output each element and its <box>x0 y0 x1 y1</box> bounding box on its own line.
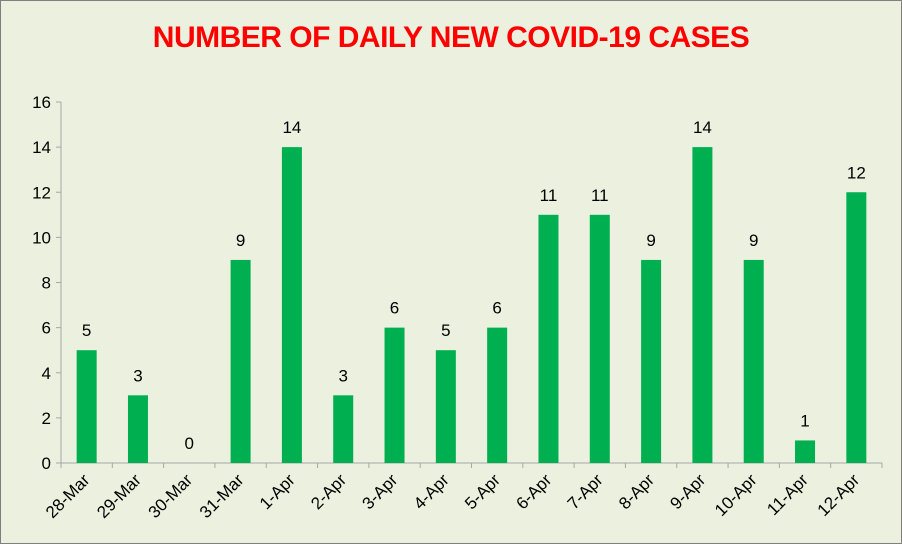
y-tick-label: 2 <box>42 409 51 428</box>
data-label: 6 <box>492 299 501 318</box>
data-label: 1 <box>800 411 809 430</box>
data-label: 6 <box>390 299 399 318</box>
data-label: 5 <box>82 321 91 340</box>
data-label: 11 <box>540 186 558 205</box>
x-tick-label: 10-Apr <box>711 470 761 520</box>
data-label: 12 <box>847 163 866 182</box>
data-label: 5 <box>441 321 450 340</box>
y-tick-label: 6 <box>42 319 51 338</box>
bar <box>76 350 97 463</box>
bar <box>743 259 764 463</box>
bar <box>230 259 251 463</box>
x-tick-label: 4-Apr <box>410 470 453 513</box>
data-label: 11 <box>591 186 609 205</box>
bar <box>435 350 456 463</box>
x-tick-label: 6-Apr <box>512 470 555 513</box>
bar <box>589 214 610 463</box>
x-tick-label: 11-Apr <box>763 470 812 519</box>
bar <box>384 327 405 463</box>
bar <box>281 147 302 463</box>
y-tick-label: 16 <box>32 93 51 112</box>
y-tick-label: 10 <box>32 228 51 247</box>
data-label: 9 <box>749 231 758 250</box>
x-tick-label: 1-Apr <box>256 470 299 513</box>
data-label: 14 <box>693 118 712 137</box>
y-tick-label: 4 <box>42 364 51 383</box>
y-tick-label: 8 <box>42 274 51 293</box>
x-tick-label: 31-Mar <box>196 470 248 522</box>
bars <box>76 147 867 463</box>
x-tick-label: 7-Apr <box>564 470 607 513</box>
y-tick-label: 12 <box>32 183 51 202</box>
data-label: 9 <box>646 231 655 250</box>
x-tick-label: 29-Mar <box>93 470 145 522</box>
bar <box>538 214 559 463</box>
y-tick-label: 0 <box>42 454 51 473</box>
x-tick-label: 30-Mar <box>145 470 197 522</box>
x-tick-label: 28-Mar <box>42 470 94 522</box>
data-label: 3 <box>338 366 347 385</box>
bar <box>333 395 354 463</box>
bar <box>692 147 713 463</box>
data-label: 14 <box>282 118 301 137</box>
chart-title: NUMBER OF DAILY NEW COVID-19 CASES <box>152 21 750 54</box>
bar <box>641 259 662 463</box>
x-tick-label: 8-Apr <box>615 470 658 513</box>
y-tick-label: 14 <box>32 138 51 157</box>
x-tick-label: 5-Apr <box>461 470 504 513</box>
data-label: 9 <box>236 231 245 250</box>
bar <box>487 327 508 463</box>
x-tick-label: 9-Apr <box>666 470 709 513</box>
bar <box>846 192 867 463</box>
bar <box>127 395 148 463</box>
x-tick-label: 3-Apr <box>359 470 402 513</box>
data-label: 3 <box>133 366 142 385</box>
x-tick-label: 12-Apr <box>814 470 864 520</box>
bar <box>795 440 816 463</box>
data-labels: 5 3 0 9 14 3 6 5 6 11 11 9 14 9 1 12 <box>82 118 866 453</box>
data-label: 0 <box>185 434 194 453</box>
x-tick-label: 2-Apr <box>307 470 350 513</box>
